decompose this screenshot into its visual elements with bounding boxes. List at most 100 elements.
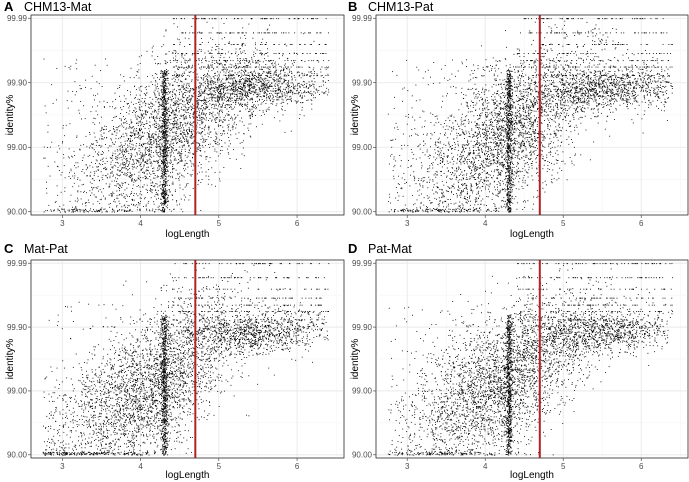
scatter-point — [266, 97, 268, 99]
scatter-point — [112, 209, 114, 210]
scatter-point — [109, 157, 111, 159]
scatter-point — [147, 133, 149, 135]
scatter-point — [290, 60, 292, 62]
scatter-point — [243, 99, 245, 101]
scatter-point — [56, 151, 58, 153]
scatter-point — [190, 131, 192, 133]
scatter-point — [196, 126, 198, 128]
scatter-point — [172, 177, 173, 179]
scatter-point — [120, 100, 122, 102]
scatter-point — [299, 87, 301, 89]
scatter-point — [139, 107, 141, 109]
scatter-point — [220, 125, 222, 126]
scatter-point — [120, 142, 122, 144]
scatter-point — [233, 114, 235, 116]
scatter-point — [297, 100, 299, 102]
scatter-point — [145, 110, 147, 112]
scatter-point — [268, 80, 270, 82]
scatter-point — [49, 146, 51, 148]
scatter-point — [141, 169, 143, 171]
scatter-point — [233, 126, 234, 128]
scatter-point — [274, 92, 276, 94]
scatter-point — [210, 32, 212, 34]
scatter-point — [167, 80, 169, 82]
scatter-point — [106, 128, 107, 130]
scatter-point — [187, 100, 189, 102]
scatter-point — [247, 78, 249, 80]
scatter-point — [116, 178, 118, 180]
scatter-point — [172, 169, 174, 171]
scatter-point — [148, 209, 150, 211]
scatter-point — [165, 72, 167, 74]
scatter-point — [209, 157, 211, 159]
scatter-point — [293, 62, 295, 63]
scatter-point — [134, 155, 136, 157]
scatter-point — [172, 164, 174, 166]
scatter-point — [172, 91, 174, 93]
scatter-point — [257, 95, 259, 97]
scatter-point — [259, 87, 260, 89]
scatter-point — [262, 89, 264, 91]
scatter-point — [137, 131, 139, 133]
scatter-point — [216, 75, 218, 77]
scatter-point — [159, 181, 161, 183]
scatter-point — [173, 208, 175, 210]
scatter-point — [235, 65, 237, 67]
scatter-point — [164, 125, 166, 127]
scatter-point — [198, 82, 200, 84]
scatter-point — [133, 110, 135, 112]
scatter-point — [257, 104, 259, 106]
scatter-point — [196, 128, 197, 130]
scatter-point — [165, 121, 167, 122]
scatter-point — [120, 120, 122, 122]
scatter-point — [169, 145, 171, 147]
scatter-point — [294, 32, 296, 34]
scatter-point — [190, 175, 192, 177]
scatter-point — [245, 93, 246, 95]
scatter-point — [135, 74, 137, 76]
scatter-point — [227, 114, 229, 116]
scatter-point — [320, 53, 322, 54]
scatter-point — [130, 101, 132, 103]
scatter-point — [260, 85, 262, 87]
scatter-point — [253, 91, 255, 93]
scatter-point — [316, 60, 318, 62]
scatter-point — [215, 133, 217, 135]
scatter-point — [118, 183, 120, 185]
scatter-point — [206, 21, 208, 23]
scatter-point — [105, 144, 106, 145]
scatter-point — [163, 92, 165, 93]
scatter-point — [135, 167, 137, 169]
scatter-point — [67, 90, 69, 92]
scatter-point — [188, 90, 190, 92]
scatter-point — [187, 109, 188, 111]
scatter-point — [252, 115, 253, 117]
scatter-point — [130, 131, 132, 133]
scatter-point — [193, 89, 195, 91]
scatter-point — [258, 94, 260, 96]
scatter-point — [231, 32, 233, 34]
scatter-point — [208, 65, 210, 67]
scatter-point — [204, 18, 206, 20]
scatter-point — [69, 157, 71, 159]
scatter-point — [230, 70, 232, 72]
scatter-point — [170, 119, 172, 121]
scatter-point — [246, 91, 248, 93]
scatter-point — [219, 110, 221, 112]
scatter-point — [143, 116, 145, 118]
scatter-point — [162, 156, 164, 158]
scatter-point — [240, 99, 241, 101]
scatter-point — [61, 208, 63, 210]
scatter-point — [310, 93, 312, 95]
scatter-point — [178, 85, 180, 87]
scatter-point — [281, 98, 283, 100]
scatter-point — [249, 90, 251, 92]
scatter-point — [56, 67, 58, 69]
scatter-point — [253, 107, 255, 109]
scatter-point — [212, 93, 214, 95]
scatter-point — [268, 72, 270, 74]
scatter-point — [160, 147, 162, 149]
scatter-point — [116, 156, 118, 158]
scatter-point — [169, 184, 170, 186]
scatter-point — [166, 192, 168, 194]
